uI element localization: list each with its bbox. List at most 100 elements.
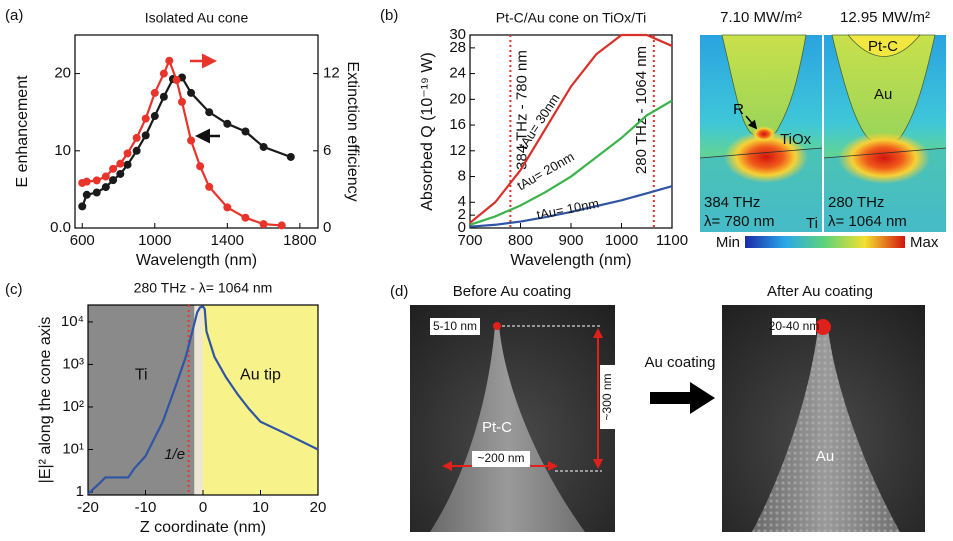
y-tick-label: 0.0 xyxy=(50,219,71,236)
region-label: Au tip xyxy=(240,367,281,384)
data-point xyxy=(187,88,196,97)
colorbar-label: Max xyxy=(910,234,939,251)
y2-tick-label: 6 xyxy=(323,142,331,159)
region xyxy=(88,305,195,495)
process-label: Au coating xyxy=(645,354,716,371)
data-point xyxy=(82,177,91,186)
map-title: 12.95 MW/m² xyxy=(840,9,930,26)
y-axis-label: |E|² along the cone axis xyxy=(37,317,54,484)
x-tick-label: 700 xyxy=(457,232,482,249)
y-tick-label: 10² xyxy=(62,398,84,415)
y-tick-label: 0 xyxy=(458,219,466,236)
data-point xyxy=(116,159,125,168)
data-point xyxy=(82,190,91,199)
panel-label: (a) xyxy=(5,7,23,24)
data-line xyxy=(81,57,282,227)
panel-label: (c) xyxy=(5,281,23,298)
data-line xyxy=(469,33,673,224)
sem-label: Au xyxy=(816,448,834,465)
colorbar-label: Min xyxy=(716,234,740,251)
map-label: 384 THz xyxy=(704,194,760,211)
data-point xyxy=(150,112,159,121)
y-tick-label: 16 xyxy=(449,116,466,133)
map-label: Au xyxy=(874,86,892,103)
reference-label: 280 THz - 1064 nm xyxy=(633,46,650,174)
reference-label: 384 THz - 780 nm xyxy=(513,50,530,170)
data-point xyxy=(150,88,159,97)
sem-title: After Au coating xyxy=(767,283,873,300)
x-tick-label: 1000 xyxy=(138,232,171,249)
region xyxy=(203,305,318,495)
cap xyxy=(847,34,921,57)
data-point xyxy=(123,160,132,169)
region-label: Ti xyxy=(135,367,148,384)
y-axis-label: E enhancement xyxy=(14,75,31,188)
chart-panel: (a) Isolated Au cone 600 1000 1400 1800 0.0 10 2… xyxy=(5,7,361,269)
map-label: R xyxy=(733,101,744,118)
data-point xyxy=(286,152,295,161)
data-point xyxy=(177,97,186,106)
x-tick-label: 1400 xyxy=(211,232,244,249)
data-point xyxy=(259,220,268,229)
data-point xyxy=(109,164,118,173)
y2-axis-label: Extinction efficiency xyxy=(344,61,361,201)
y-tick-label: 10¹ xyxy=(62,440,84,457)
data-point xyxy=(78,202,87,211)
data-point xyxy=(132,146,141,155)
y-tick-label: 30 xyxy=(449,26,466,43)
y-tick-label: 10³ xyxy=(62,355,84,372)
map-label: Ti xyxy=(806,215,818,232)
x-tick-label: 0 xyxy=(199,499,207,516)
sem-label: ~200 nm xyxy=(477,451,524,465)
data-point xyxy=(187,136,196,145)
interface xyxy=(823,147,947,159)
x-tick-label: 900 xyxy=(558,232,583,249)
y2-tick-label: 12 xyxy=(323,65,340,82)
data-point xyxy=(159,92,168,101)
chart-panel: (c)280 THz - λ= 1064 nmTiTiOₓAu tip-20-1… xyxy=(5,280,326,537)
x-tick-label: 1100 xyxy=(656,232,688,249)
reference-label: 1/e xyxy=(164,446,185,463)
data-point xyxy=(196,162,205,171)
data-point xyxy=(141,131,150,140)
x-tick-label: 800 xyxy=(508,232,533,249)
panel-label: (b) xyxy=(380,7,398,24)
map-label: TiOx xyxy=(780,131,812,148)
interface xyxy=(699,147,823,159)
label-box xyxy=(600,365,616,429)
data-line xyxy=(469,185,673,228)
data-point xyxy=(259,142,268,151)
chart-panel: (b) Pt-C/Au cone on TiOx/Ti 700 800 900 1000 1… xyxy=(380,7,688,269)
chart-title: Pt-C/Au cone on TiOx/Ti xyxy=(496,10,646,26)
map-label: λ= 1064 nm xyxy=(828,213,907,230)
x-axis-label: Wavelength (nm) xyxy=(136,252,257,269)
sem-label: 5-10 nm xyxy=(433,319,477,333)
data-point xyxy=(101,183,110,192)
label-box xyxy=(772,318,816,335)
data-point xyxy=(123,149,132,158)
panel-label: (d) xyxy=(390,283,408,300)
pointer xyxy=(745,115,758,130)
plot-frame xyxy=(74,34,319,229)
data-line xyxy=(81,76,292,207)
y-tick-label: 20 xyxy=(54,65,71,82)
data-point xyxy=(172,76,181,85)
series-label: tAu= 10nm xyxy=(535,196,600,223)
y-tick-label: 8 xyxy=(458,168,466,185)
x-axis-label: Wavelength (nm) xyxy=(510,252,631,269)
y-tick-label: 12 xyxy=(449,142,466,159)
data-point xyxy=(223,203,232,212)
y-tick-label: 20 xyxy=(449,90,466,107)
y-tick-label: 10⁴ xyxy=(61,313,84,330)
y2-tick-label: 0 xyxy=(323,219,331,236)
data-point xyxy=(277,221,286,230)
data-point xyxy=(109,176,118,185)
sem-label: 20-40 nm xyxy=(769,319,820,333)
field-maps: 7.10 MW/m² 12.95 MW/m² R TiOx 384 THz λ=… xyxy=(699,9,947,251)
data-point xyxy=(223,119,232,128)
data-point xyxy=(132,133,141,142)
data-point xyxy=(241,127,250,136)
sem-label: ~300 nm xyxy=(600,373,614,420)
x-tick-label: -20 xyxy=(77,499,99,516)
